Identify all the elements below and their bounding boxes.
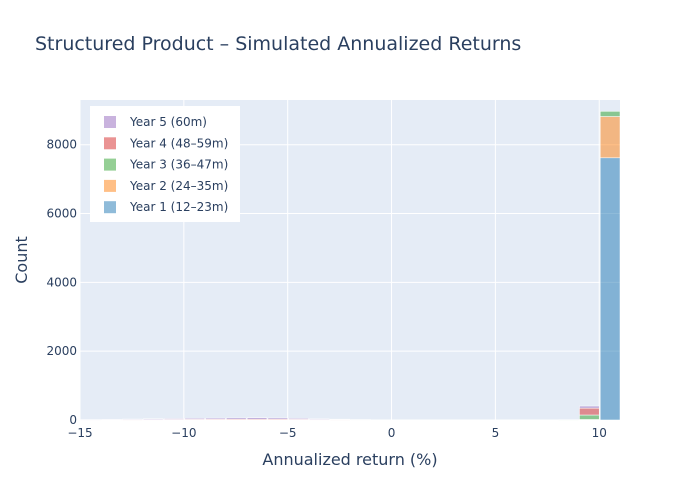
bar-segment[interactable]	[267, 417, 288, 420]
bar-segment[interactable]	[122, 418, 143, 420]
legend-label[interactable]: Year 3 (36–47m)	[129, 158, 228, 172]
legend-swatch[interactable]	[104, 158, 116, 171]
legend-label[interactable]: Year 2 (24–35m)	[129, 179, 228, 193]
bar-segment[interactable]	[329, 418, 351, 420]
legend-label[interactable]: Year 5 (60m)	[129, 115, 207, 129]
y-tick-label: 4000	[46, 275, 77, 289]
bar-segment[interactable]	[80, 419, 102, 421]
legend[interactable]: Year 5 (60m) Year 4 (48–59m) Year 3 (36–47…	[90, 106, 240, 222]
legend-swatch[interactable]	[104, 116, 116, 128]
bar-segment[interactable]	[309, 418, 330, 420]
bar-segment[interactable]	[579, 405, 600, 409]
bar-segment[interactable]	[579, 407, 600, 416]
bar-segment[interactable]	[599, 111, 621, 117]
y-tick-label: 6000	[46, 207, 77, 221]
bars[interactable]	[80, 111, 621, 421]
bar-segment[interactable]	[599, 157, 621, 421]
legend-swatch[interactable]	[104, 179, 116, 192]
x-tick-label: −15	[67, 426, 92, 440]
y-axis-title: Count	[12, 236, 31, 284]
y-tick-label: 0	[69, 413, 77, 427]
bar-segment[interactable]	[226, 417, 247, 420]
x-tick-label: 5	[492, 426, 500, 440]
x-tick-label: 10	[592, 426, 607, 440]
bar-segment[interactable]	[579, 414, 600, 420]
bar-segment[interactable]	[350, 419, 372, 421]
x-tick-label: −10	[171, 426, 196, 440]
bar-segment[interactable]	[184, 418, 205, 420]
bar-segment[interactable]	[143, 418, 164, 420]
x-tick-label: −5	[279, 426, 297, 440]
y-axis-ticks: 0 2000 4000 6000 8000	[46, 138, 77, 427]
x-axis-ticks: −15 −10 −5 0 5 10	[67, 426, 607, 440]
x-tick-label: 0	[388, 426, 396, 440]
y-tick-label: 8000	[46, 138, 77, 152]
bar-segment[interactable]	[371, 419, 392, 421]
legend-swatch[interactable]	[104, 137, 116, 150]
bar-segment[interactable]	[163, 418, 185, 420]
bar-segment[interactable]	[558, 419, 579, 421]
bar-segment[interactable]	[101, 419, 122, 421]
gridlines	[79, 100, 620, 421]
legend-swatch[interactable]	[104, 201, 116, 214]
y-tick-label: 2000	[46, 344, 77, 358]
legend-label[interactable]: Year 1 (12–23m)	[129, 200, 228, 214]
x-axis-title: Annualized return (%)	[262, 450, 437, 469]
bar-segment[interactable]	[599, 116, 621, 159]
bar-segment[interactable]	[246, 417, 268, 420]
chart-title: Structured Product – Simulated Annualize…	[35, 33, 521, 55]
bar-segment[interactable]	[205, 417, 226, 420]
bar-segment[interactable]	[288, 418, 309, 420]
legend-label[interactable]: Year 4 (48–59m)	[129, 136, 228, 150]
